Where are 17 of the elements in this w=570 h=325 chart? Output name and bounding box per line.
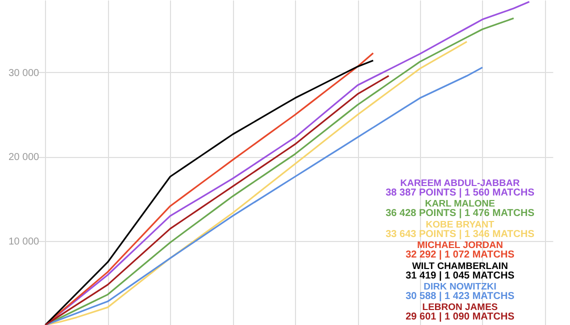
y-tick-label: 20 000	[8, 152, 40, 164]
text: KAREEM ABDUL-JABBAR	[400, 178, 520, 189]
annotation: 31 419 | 1 045 MATCHS	[406, 270, 515, 282]
text: MICHAEL JORDAN	[417, 240, 504, 252]
annotation: 36 428 POINTS | 1 476 MATCHS	[386, 208, 535, 220]
annotation: 33 643 POINTS | 1 346 MATCHS	[386, 228, 535, 240]
annotation: 29 601 | 1 090 MATCHS	[406, 312, 515, 323]
text: KARL MALONE	[424, 198, 496, 210]
text: KOBE BRYANT	[426, 219, 494, 230]
annotation: 32 292 | 1 072 MATCHS	[406, 250, 515, 261]
annotation: 38 387 POINTS | 1 560 MATCHS	[386, 188, 535, 198]
annotation: 30 588 | 1 423 MATCHS	[406, 291, 515, 302]
text: DIRK NOWITZKI	[424, 282, 496, 292]
text: LEBRON JAMES	[422, 302, 498, 314]
text: WILT CHAMBERLAIN	[412, 260, 508, 272]
y-tick-label: 30 000	[8, 68, 40, 79]
y-tick-label: 10 000	[8, 236, 40, 248]
